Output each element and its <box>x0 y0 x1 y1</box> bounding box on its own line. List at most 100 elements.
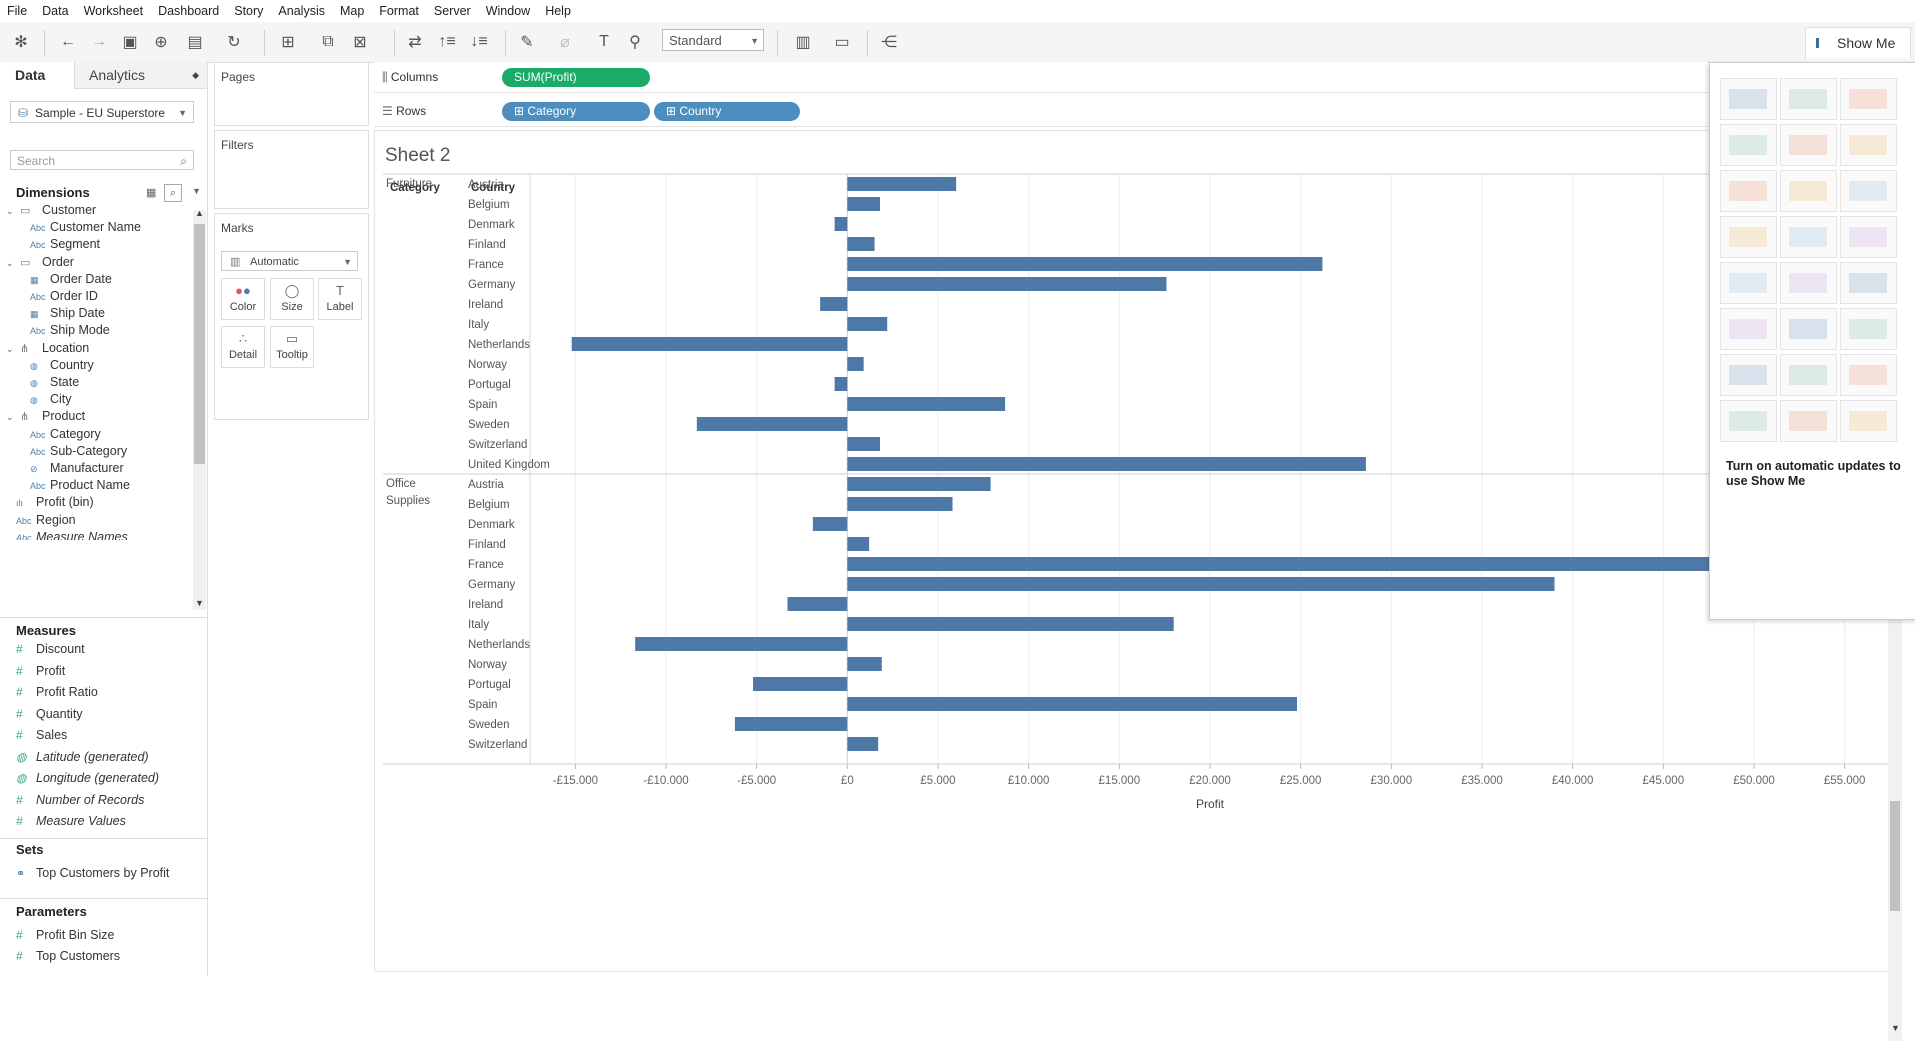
dimension-folder[interactable]: ⌄ ⋔ Product <box>6 406 85 426</box>
menu-item-worksheet[interactable]: Worksheet <box>83 4 144 18</box>
set-field[interactable]: ⚭ Top Customers by Profit <box>16 863 169 883</box>
pill-country[interactable]: ⊞ Country <box>654 102 800 121</box>
tableau-logo-icon[interactable]: ✻ <box>14 34 28 51</box>
new-datasource-icon[interactable]: ⊕ <box>154 34 168 51</box>
pause-updates-icon[interactable]: ▤ <box>187 34 203 51</box>
menu-item-window[interactable]: Window <box>485 4 531 18</box>
undo-icon[interactable]: ← <box>60 33 76 50</box>
scroll-down-icon[interactable]: ▼ <box>195 598 204 608</box>
chart-type-tile[interactable] <box>1840 216 1897 258</box>
dimension-field[interactable]: ◍ State <box>30 372 79 392</box>
menu-item-dashboard[interactable]: Dashboard <box>158 4 220 18</box>
measure-field[interactable]: # Number of Records <box>16 790 144 810</box>
measure-field[interactable]: # Measure Values <box>16 811 126 831</box>
dimensions-menu-icon[interactable]: ▼ <box>192 186 201 196</box>
dimension-folder[interactable]: ⌄ ⋔ Location <box>6 338 89 358</box>
chart-type-tile[interactable] <box>1780 354 1837 396</box>
measure-field[interactable]: # Profit <box>16 661 65 681</box>
menu-item-analysis[interactable]: Analysis <box>278 4 325 18</box>
chart-type-tile[interactable] <box>1780 400 1837 442</box>
dimension-field[interactable]: ◍ Country <box>30 355 94 375</box>
chart-type-tile[interactable] <box>1720 170 1777 212</box>
chart-type-tile[interactable] <box>1720 308 1777 350</box>
scroll-up-icon[interactable]: ▲ <box>195 208 204 218</box>
measure-field[interactable]: # Profit Ratio <box>16 682 98 702</box>
chart-type-tile[interactable] <box>1780 262 1837 304</box>
dimension-field[interactable]: Abc Customer Name <box>30 217 141 237</box>
color-button[interactable]: ●● Color <box>221 278 265 320</box>
menu-item-data[interactable]: Data <box>42 4 69 18</box>
measure-field[interactable]: ◍ Longitude (generated) <box>16 768 159 788</box>
sort-descending-icon[interactable]: ↓≡ <box>470 33 488 50</box>
dimension-field[interactable]: ▦ Order Date <box>30 269 112 289</box>
header-category[interactable]: Category <box>390 182 440 194</box>
measure-field[interactable]: # Quantity <box>16 704 83 724</box>
dimension-field[interactable]: ◍ City <box>30 389 72 409</box>
menu-item-help[interactable]: Help <box>545 4 571 18</box>
chart-type-tile[interactable] <box>1720 78 1777 120</box>
chart-type-tile[interactable] <box>1840 400 1897 442</box>
chart-type-tile[interactable] <box>1780 78 1837 120</box>
dimension-field[interactable]: ılı Profit (bin) <box>16 492 94 512</box>
dimension-field[interactable]: ⊘ Manufacturer <box>30 458 124 478</box>
chart-type-tile[interactable] <box>1780 216 1837 258</box>
parameter-field[interactable]: # Top Customers <box>16 946 120 966</box>
scrollbar-thumb[interactable] <box>194 224 205 464</box>
dimension-field[interactable]: Abc Region <box>16 510 76 530</box>
dimension-field[interactable]: ▦ Ship Date <box>30 303 105 323</box>
tab-analytics[interactable]: Analytics ◆ <box>75 62 207 89</box>
tab-data[interactable]: Data <box>0 62 75 89</box>
menu-item-server[interactable]: Server <box>433 4 471 18</box>
pill-category[interactable]: ⊞ Category <box>502 102 650 121</box>
rows-shelf[interactable]: ☰ Rows ⊞ Category ⊞ Country <box>374 96 1708 127</box>
dimension-field[interactable]: Abc Product Name <box>30 475 130 495</box>
chart-type-tile[interactable] <box>1840 124 1897 166</box>
menu-item-file[interactable]: File <box>7 4 28 18</box>
measure-field[interactable]: ◍ Latitude (generated) <box>16 747 149 767</box>
dimension-field[interactable]: Abc Ship Mode <box>30 320 110 340</box>
measure-field[interactable]: # Sales <box>16 725 67 745</box>
show-me-button[interactable]: Show Me <box>1805 27 1911 58</box>
dimension-field[interactable]: Abc Segment <box>30 234 100 254</box>
new-worksheet-icon[interactable]: ⊞ <box>281 34 295 51</box>
columns-shelf[interactable]: ⫼ Columns SUM(Profit) <box>374 62 1708 93</box>
find-field-icon[interactable]: ⌕ <box>164 184 182 202</box>
dimension-folder[interactable]: ⌄ ▭ Order <box>6 252 74 272</box>
dimension-folder[interactable]: ⌄ ▭ Customer <box>6 200 96 220</box>
menu-item-story[interactable]: Story <box>234 4 264 18</box>
pages-card[interactable]: Pages <box>214 62 369 126</box>
duplicate-sheet-icon[interactable]: ⧉ <box>322 33 334 50</box>
chart-type-tile[interactable] <box>1780 170 1837 212</box>
datasource-select[interactable]: ⛁ Sample - EU Superstore ▼ <box>10 101 194 123</box>
label-button[interactable]: T Label <box>318 278 362 320</box>
size-button[interactable]: ◯ Size <box>270 278 314 320</box>
chart-type-tile[interactable] <box>1720 354 1777 396</box>
view-toggle-icon[interactable]: ▦ <box>146 187 157 199</box>
search-input[interactable]: Search ⌕ <box>10 150 194 170</box>
tooltip-button[interactable]: ▭ Tooltip <box>270 326 314 368</box>
dimension-field[interactable]: Abc Sub-Category <box>30 441 127 461</box>
parameter-field[interactable]: # Profit Bin Size <box>16 925 115 945</box>
highlight-icon[interactable]: ✎ <box>520 34 534 51</box>
sheet-title[interactable]: Sheet 2 <box>385 145 451 166</box>
detail-button[interactable]: ∴ Detail <box>221 326 265 368</box>
chart-type-tile[interactable] <box>1840 170 1897 212</box>
dimension-field[interactable]: Abc Category <box>30 424 101 444</box>
pill-sum-profit[interactable]: SUM(Profit) <box>502 68 650 87</box>
show-mark-labels-icon[interactable]: T <box>599 33 609 50</box>
chart-type-tile[interactable] <box>1780 308 1837 350</box>
show-cards-icon[interactable]: ▥ <box>795 34 811 51</box>
chart-type-tile[interactable] <box>1780 124 1837 166</box>
clear-sheet-icon[interactable]: ⊠ <box>353 34 367 51</box>
share-icon[interactable]: ⋲ <box>881 34 897 51</box>
presentation-mode-icon[interactable]: ▭ <box>834 34 850 51</box>
dimensions-scrollbar[interactable]: ▲ ▼ <box>193 208 206 610</box>
chart-type-tile[interactable] <box>1840 262 1897 304</box>
swap-rows-columns-icon[interactable]: ⇄ <box>408 34 422 51</box>
chart-type-tile[interactable] <box>1720 400 1777 442</box>
measure-field[interactable]: # Discount <box>16 639 85 659</box>
dimension-field[interactable]: Abc Order ID <box>30 286 98 306</box>
menu-item-map[interactable]: Map <box>339 4 365 18</box>
sort-ascending-icon[interactable]: ↑≡ <box>438 33 456 50</box>
group-members-icon[interactable]: ⌀ <box>560 34 570 51</box>
